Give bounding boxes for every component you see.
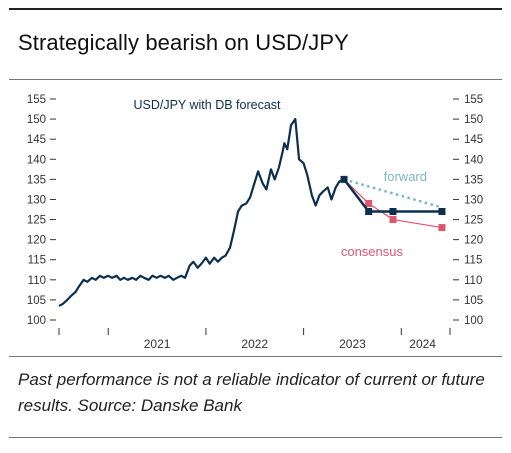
forward-line [343, 178, 443, 209]
usdjpy-chart: USD/JPY with DB forecast 100 100 105 105 110… [27, 94, 483, 351]
chart-title: USD/JPY with DB forecast [133, 98, 281, 112]
y-tick-label-left: 110 [28, 275, 46, 287]
y-tick-label-right: 110 [464, 275, 482, 287]
db-forecast-point [365, 208, 373, 216]
y-tick-label-left: 140 [27, 154, 46, 166]
y-tick-label-left: 105 [27, 295, 46, 307]
y-tick-label-right: 140 [464, 154, 483, 166]
x-tick-label: 2024 [409, 337, 436, 351]
db-forecast-point [438, 208, 446, 216]
y-tick-label-right: 125 [464, 215, 483, 227]
chart-top-rule [9, 79, 502, 80]
y-tick-label-right: 120 [464, 235, 483, 247]
y-tick-label-left: 130 [27, 194, 46, 206]
chart-area: USD/JPY with DB forecast 100 100 105 105 110… [9, 82, 502, 358]
y-tick-label-right: 100 [464, 315, 483, 327]
x-tick-label: 2021 [144, 337, 171, 351]
y-tick-label-left: 135 [27, 174, 46, 186]
db-forecast-line [343, 178, 442, 213]
x-tick-label: 2022 [241, 337, 268, 351]
page-title: Strategically bearish on USD/JPY [18, 30, 349, 55]
y-tick-label-right: 105 [464, 295, 483, 307]
y-tick-label-left: 150 [27, 114, 46, 126]
consensus-point [365, 199, 373, 207]
y-tick-label-left: 155 [27, 94, 46, 106]
consensus-point [438, 224, 446, 232]
chart-bottom-rule [9, 356, 502, 357]
y-tick-label-left: 115 [28, 255, 46, 267]
x-tick-label: 2023 [339, 337, 366, 351]
y-tick-label-right: 115 [464, 255, 482, 267]
y-tick-label-left: 100 [27, 315, 46, 327]
top-rule [9, 8, 502, 10]
bottom-rule [9, 437, 502, 438]
source-footnote: Past performance is not a reliable indic… [18, 370, 485, 415]
y-tick-label-right: 135 [464, 174, 483, 186]
y-tick-label-left: 125 [27, 215, 46, 227]
y-tick-label-right: 150 [464, 114, 483, 126]
consensus-label: consensus [341, 244, 404, 259]
db-forecast-point [389, 208, 397, 216]
y-tick-label-left: 145 [27, 134, 46, 146]
y-tick-label-right: 145 [464, 134, 483, 146]
y-tick-label-left: 120 [27, 235, 46, 247]
consensus-point [389, 216, 397, 224]
y-tick-label-right: 130 [464, 194, 483, 206]
db-forecast-point [340, 175, 348, 183]
y-tick-label-right: 155 [464, 94, 483, 106]
usdjpy-line [58, 117, 345, 307]
forward-label: forward [384, 169, 427, 184]
